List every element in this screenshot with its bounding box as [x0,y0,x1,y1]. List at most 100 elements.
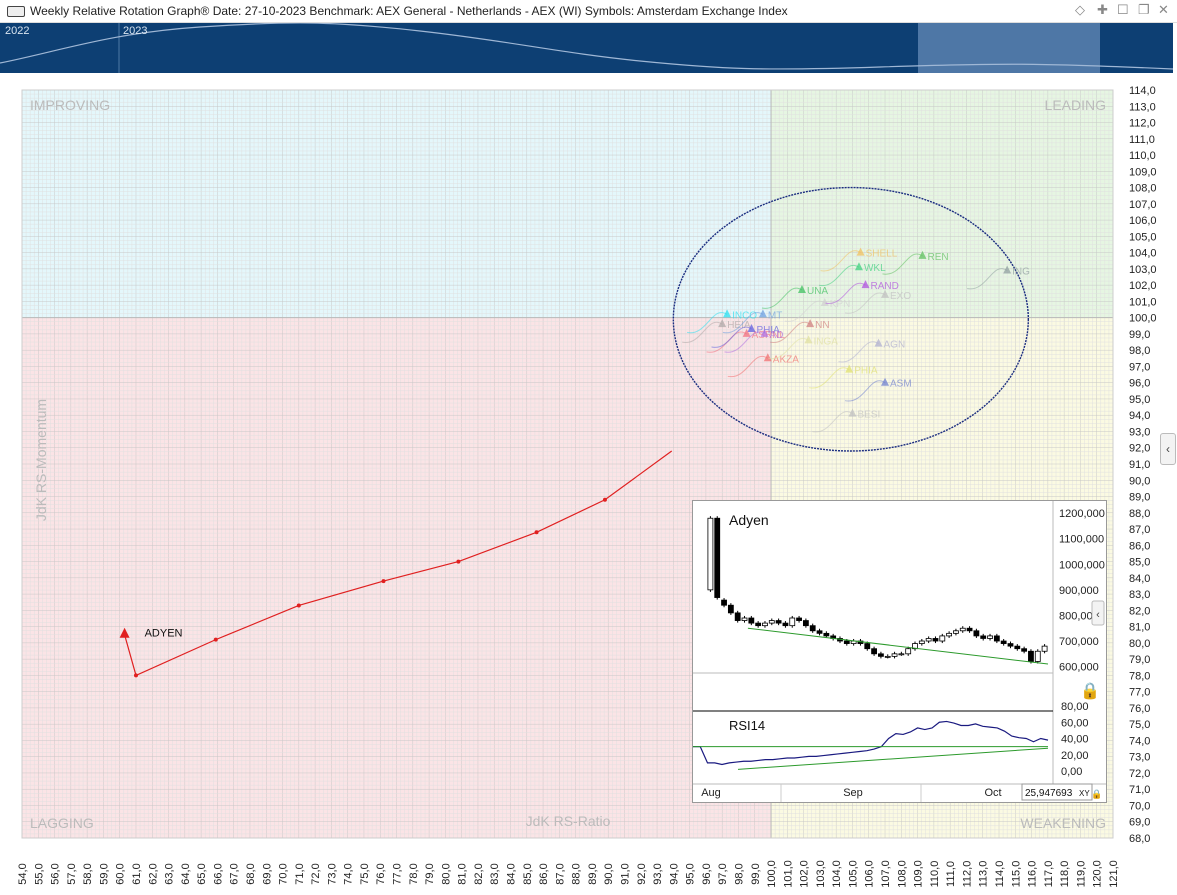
y-tick-label: 97,0 [1129,361,1150,373]
candle-body [782,622,789,627]
symbol-asm[interactable]: ASM [844,377,912,402]
chevron-left-icon: ‹ [1166,442,1170,456]
x-tick-label: 89,0 [587,863,599,884]
candle-body [993,635,1000,642]
lock-button[interactable] [1079,678,1101,700]
price-tick-label: 1000,000 [1059,559,1105,571]
symbol-label: AKZA [773,354,799,365]
adyen-head[interactable] [119,627,130,638]
symbol-tail [838,341,879,363]
candle-body [1000,640,1007,644]
x-tick-label: 86,0 [538,863,550,884]
symbol-heia[interactable]: HEIA [682,319,751,343]
symbol-kpn[interactable]: KPN [784,298,851,322]
symbol-head [804,335,813,344]
restore-icon[interactable]: ❐ [1138,2,1150,17]
xy-toggle[interactable]: XY [1079,789,1090,798]
overview-svg: 2022 2023 [0,22,1174,73]
symbol-una[interactable]: UNA [761,285,828,309]
x-tick-label: 67,0 [229,863,241,884]
x-tick-label: 59,0 [98,863,110,884]
symbol-ren[interactable]: REN [882,250,949,275]
x-tick-label: 95,0 [685,863,697,884]
candle-body [912,643,918,650]
symbol-wkl[interactable]: WKL [818,262,886,286]
symbol-phia[interactable]: PHIA [809,364,878,389]
x-tick-label: 83,0 [489,863,501,884]
candle-body [768,620,775,624]
timeline-overview[interactable]: 2022 2023 [0,22,1174,73]
y-tick-label: 78,0 [1129,670,1150,682]
y-tick-label: 85,0 [1129,557,1150,569]
candle-body [1021,648,1028,652]
diamond-icon[interactable]: ◇ [1075,2,1085,17]
symbol-mt[interactable]: MT [722,309,782,334]
symbol-nn[interactable]: NN [770,319,830,343]
symbol-head [806,319,815,328]
candle-body [966,627,973,632]
symbol-inga[interactable]: INGA [768,335,838,360]
pin-icon[interactable]: ✚ [1097,2,1108,17]
close-icon[interactable]: ✕ [1158,2,1169,17]
candle-body [946,632,953,637]
side-panel-toggle[interactable]: ‹ [1160,433,1176,465]
symbol-exo[interactable]: EXO [844,289,911,314]
symbol-ing[interactable]: ING [967,265,1030,290]
symbol-asrnl[interactable]: ASRNL [706,328,786,353]
focus-ellipse[interactable] [672,186,1030,452]
y-tick-label: 71,0 [1129,784,1150,796]
symbol-label: INCO [732,310,757,321]
x-tick-label: 116,0 [1027,861,1039,888]
symbol-akza[interactable]: AKZA [727,353,799,377]
small-lock-icon[interactable]: 🔒 [1091,789,1102,799]
candle-body [823,632,830,637]
y-tick-label: 69,0 [1129,817,1150,829]
x-tick-label: 80,0 [440,863,452,884]
x-tick-label: 58,0 [82,863,94,884]
symbol-rand[interactable]: RAND [825,280,899,304]
rsi-tick-label: 60,00 [1061,717,1089,729]
rsi-line [693,720,1049,766]
x-tick-label: 79,0 [424,863,436,884]
symbol-head [723,309,732,318]
symbol-besi[interactable]: BESI [812,408,880,433]
x-tick-label: 98,0 [733,863,745,884]
symbol-ad[interactable]: AD [724,328,784,353]
price-tick-label: 600,000 [1059,662,1099,674]
candle-body [918,640,925,644]
maximize-icon[interactable]: ☐ [1117,2,1129,17]
inset-expand-button[interactable] [1091,600,1105,626]
symbol-shell[interactable]: SHELL [820,247,898,272]
candle-body [789,617,796,627]
candle-body [796,617,802,621]
symbol-head [1003,265,1012,274]
symbol-tail [706,331,747,353]
x-tick-label: 108,0 [896,860,908,888]
candle-body [727,604,734,614]
app-icon [7,6,25,17]
symbol-label: PHIA [757,325,781,336]
x-tick-label: 94,0 [668,863,680,884]
rsi-tick-label: 0,00 [1061,766,1082,778]
symbol-tail [818,264,860,286]
y-tick-label: 86,0 [1129,540,1150,552]
symbol-head [874,338,883,347]
x-tick-label: 81,0 [457,863,469,884]
symbol-inco[interactable]: INCO [686,309,757,334]
adyen-tail[interactable]: ADYEN [119,450,673,678]
adyen-tail-point [456,559,461,564]
symbol-tail [844,380,886,402]
x-tick-label: 61,0 [131,863,143,884]
candle-body [843,640,850,644]
symbol-agn[interactable]: AGN [838,338,906,363]
candle-body [925,638,932,642]
price-inset-panel[interactable]: 1200,000 1100,000 1000,000 900,000 800,000 70… [692,500,1107,803]
y-tick-label: 72,0 [1129,768,1150,780]
x-tick-label: 117,0 [1043,861,1055,888]
symbol-phia[interactable]: PHIA [711,324,781,348]
candle-body [973,630,980,637]
x-tick-label: 109,0 [913,860,925,888]
x-tick-label: 121,0 [1108,860,1120,888]
candle-body [939,635,946,642]
y-tick-label: 106,0 [1129,215,1157,227]
